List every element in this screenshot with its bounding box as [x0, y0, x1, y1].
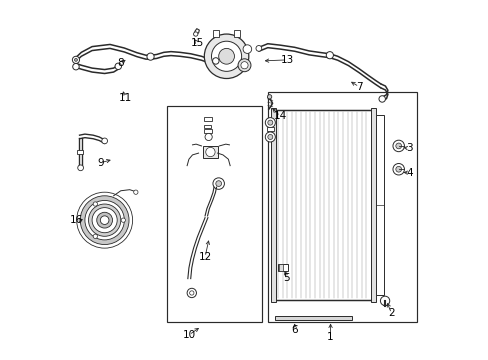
Circle shape [78, 165, 83, 171]
Bar [234, 30, 240, 37]
Circle shape [325, 51, 333, 59]
Bar [266, 127, 273, 131]
Circle shape [93, 234, 97, 238]
Text: 2: 2 [387, 309, 394, 318]
Bar [204, 129, 212, 134]
Bar [271, 108, 275, 302]
Text: 15: 15 [190, 38, 203, 48]
Bar [204, 125, 210, 128]
Circle shape [77, 192, 132, 248]
Circle shape [378, 96, 385, 102]
Bar [212, 30, 218, 37]
Circle shape [395, 166, 401, 172]
Circle shape [265, 118, 275, 128]
Circle shape [392, 163, 404, 175]
Text: 1: 1 [326, 332, 333, 342]
Text: 14: 14 [273, 111, 286, 121]
Text: 3: 3 [406, 143, 412, 153]
Circle shape [211, 41, 241, 71]
Text: 9: 9 [97, 158, 103, 168]
Text: 7: 7 [355, 82, 362, 92]
Bar [203, 146, 217, 158]
Text: 11: 11 [119, 93, 132, 103]
Circle shape [243, 45, 251, 53]
Bar [267, 92, 416, 321]
Circle shape [380, 296, 389, 306]
Bar [274, 110, 371, 300]
Text: 10: 10 [182, 330, 195, 340]
Circle shape [85, 201, 124, 240]
Text: 4: 4 [406, 168, 412, 178]
Circle shape [212, 178, 224, 189]
Bar [278, 264, 287, 271]
Bar [370, 108, 375, 302]
Circle shape [267, 120, 272, 125]
Circle shape [72, 56, 80, 63]
Bar [278, 264, 283, 271]
Circle shape [97, 212, 112, 228]
Circle shape [100, 216, 109, 225]
Text: 16: 16 [69, 215, 82, 225]
Circle shape [193, 32, 198, 36]
Circle shape [218, 48, 234, 64]
Circle shape [395, 143, 401, 149]
Bar [376, 116, 384, 295]
Circle shape [215, 181, 221, 186]
Text: 8: 8 [117, 58, 124, 68]
Circle shape [204, 134, 212, 140]
Circle shape [255, 45, 261, 51]
Circle shape [205, 147, 215, 157]
Circle shape [212, 58, 219, 64]
Bar [77, 150, 83, 154]
Circle shape [241, 62, 247, 69]
Circle shape [93, 202, 97, 206]
Text: 6: 6 [291, 325, 297, 335]
Circle shape [88, 204, 121, 236]
Circle shape [121, 218, 125, 222]
Bar [204, 117, 212, 121]
Circle shape [133, 190, 138, 194]
Circle shape [187, 288, 196, 298]
Circle shape [92, 208, 117, 233]
Circle shape [102, 138, 107, 144]
Text: 13: 13 [280, 55, 294, 65]
Circle shape [267, 134, 272, 139]
Circle shape [74, 58, 77, 61]
Bar [274, 316, 351, 320]
Circle shape [80, 196, 129, 244]
Circle shape [238, 59, 250, 72]
Circle shape [392, 140, 404, 152]
Text: 5: 5 [283, 273, 289, 283]
Circle shape [204, 34, 248, 78]
Circle shape [267, 95, 271, 99]
Circle shape [189, 291, 194, 295]
Circle shape [265, 132, 275, 142]
Circle shape [147, 53, 154, 60]
Bar [167, 107, 262, 321]
Text: 12: 12 [198, 252, 211, 262]
Circle shape [73, 63, 79, 70]
Circle shape [115, 63, 121, 69]
